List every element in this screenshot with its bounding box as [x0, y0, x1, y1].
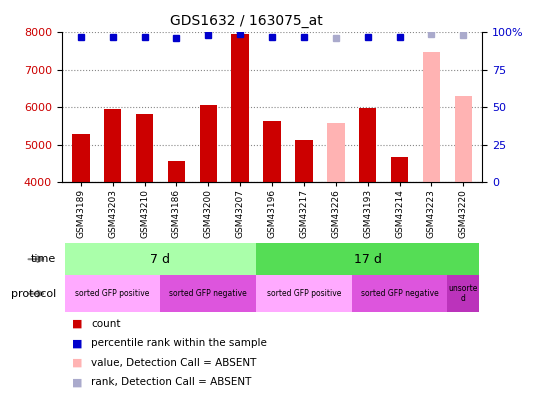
Text: ■: ■ [72, 358, 83, 368]
Bar [327, 124, 345, 182]
Bar [65, 243, 256, 275]
Bar [199, 105, 217, 182]
Text: count: count [91, 319, 121, 329]
Bar [256, 275, 352, 312]
Bar [160, 275, 256, 312]
Text: sorted GFP negative: sorted GFP negative [169, 289, 247, 298]
Bar [352, 275, 448, 312]
Bar [455, 96, 472, 182]
Text: GDS1632 / 163075_at: GDS1632 / 163075_at [170, 14, 323, 28]
Text: ■: ■ [72, 339, 83, 348]
Bar [104, 109, 122, 182]
Bar [136, 114, 153, 182]
Text: sorted GFP positive: sorted GFP positive [76, 289, 150, 298]
Bar [295, 140, 312, 182]
Bar [65, 275, 160, 312]
Text: protocol: protocol [11, 289, 56, 298]
Text: value, Detection Call = ABSENT: value, Detection Call = ABSENT [91, 358, 257, 368]
Bar [391, 157, 408, 182]
Text: ■: ■ [72, 319, 83, 329]
Text: ■: ■ [72, 377, 83, 387]
Text: unsorte
d: unsorte d [449, 284, 478, 303]
Text: rank, Detection Call = ABSENT: rank, Detection Call = ABSENT [91, 377, 251, 387]
Bar [263, 121, 281, 182]
Text: percentile rank within the sample: percentile rank within the sample [91, 339, 267, 348]
Bar [72, 134, 90, 182]
Bar [359, 108, 376, 182]
Bar [448, 275, 479, 312]
Text: sorted GFP positive: sorted GFP positive [267, 289, 341, 298]
Text: time: time [31, 254, 56, 264]
Bar [232, 34, 249, 182]
Text: 7 d: 7 d [151, 253, 170, 266]
Text: sorted GFP negative: sorted GFP negative [361, 289, 438, 298]
Bar [168, 161, 185, 182]
Bar [256, 243, 479, 275]
Text: 17 d: 17 d [354, 253, 382, 266]
Bar [422, 51, 440, 182]
